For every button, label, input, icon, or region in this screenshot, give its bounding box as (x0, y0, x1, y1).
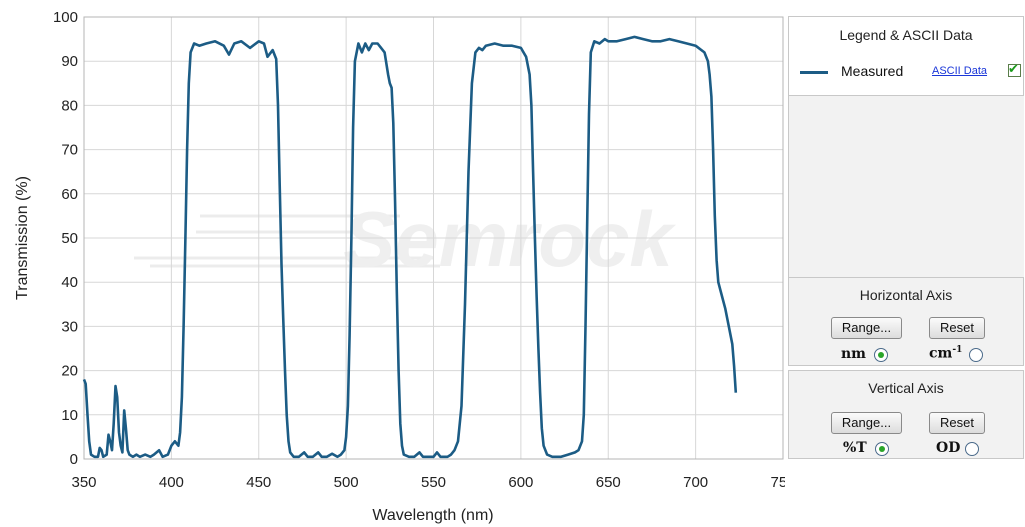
y-tick-label: 30 (61, 318, 78, 335)
x-tick-label: 500 (334, 474, 359, 491)
vertical-axis-panel: Vertical Axis Range... Reset %T OD (788, 370, 1024, 459)
y-tick-label: 70 (61, 142, 78, 159)
y-tick-label: 90 (61, 53, 78, 70)
legend-line-swatch (800, 71, 828, 74)
legend-panel-title: Legend & ASCII Data (789, 27, 1023, 43)
x-tick-label: 700 (683, 474, 708, 491)
y-tick-label: 0 (70, 451, 78, 468)
x-tick-label: 350 (71, 474, 96, 491)
x-tick-label: 550 (421, 474, 446, 491)
y-tick-label: 100 (53, 9, 78, 26)
nm-radio[interactable] (874, 348, 888, 362)
horizontal-axis-title: Horizontal Axis (789, 287, 1023, 303)
x-tick-label: 450 (246, 474, 271, 491)
percent-t-radio[interactable] (875, 442, 889, 456)
ascii-data-link[interactable]: ASCII Data (932, 65, 987, 77)
legend-panel: Legend & ASCII Data Measured ASCII Data … (788, 16, 1024, 96)
x-tick-label: 400 (159, 474, 184, 491)
vertical-range-button[interactable]: Range... (831, 412, 902, 434)
y-tick-label: 60 (61, 186, 78, 203)
watermark-text: Semrock (343, 195, 676, 283)
x-tick-label: 650 (596, 474, 621, 491)
od-radio[interactable] (965, 442, 979, 456)
x-tick-label: 750 (770, 474, 785, 491)
ascii-data-checkbox[interactable]: ✔ (1008, 64, 1021, 77)
percent-t-option-label: %T (843, 440, 867, 456)
horizontal-axis-panel: Horizontal Axis Range... Reset nm cm-1 (788, 277, 1024, 366)
watermark: Semrock (134, 195, 676, 283)
x-tick-label: 600 (508, 474, 533, 491)
y-tick-label: 80 (61, 97, 78, 114)
x-axis-label: Wavelength (nm) (372, 507, 493, 524)
vertical-axis-title: Vertical Axis (789, 380, 1023, 396)
y-axis-ticks: 0 10 20 30 40 50 60 70 80 90 100 (53, 9, 78, 468)
od-option-label: OD (936, 440, 960, 456)
transmission-chart: Semrock 0 10 20 30 40 50 60 70 80 90 100 350 400 450… (0, 0, 785, 527)
x-axis-ticks: 350 400 450 500 550 600 650 700 750 (71, 474, 785, 491)
y-tick-label: 50 (61, 230, 78, 247)
horizontal-reset-button[interactable]: Reset (929, 317, 985, 339)
y-tick-label: 10 (61, 407, 78, 424)
y-axis-label: Transmission (%) (14, 176, 31, 300)
y-tick-label: 40 (61, 274, 78, 291)
cm-radio[interactable] (969, 348, 983, 362)
side-panel-background (788, 95, 1024, 277)
checkmark-icon: ✔ (1008, 62, 1019, 76)
nm-option-label: nm (841, 346, 866, 362)
y-tick-label: 20 (61, 363, 78, 380)
vertical-reset-button[interactable]: Reset (929, 412, 985, 434)
horizontal-range-button[interactable]: Range... (831, 317, 902, 339)
cm-option-label: cm-1 (929, 345, 962, 362)
legend-series-label: Measured (841, 63, 903, 79)
